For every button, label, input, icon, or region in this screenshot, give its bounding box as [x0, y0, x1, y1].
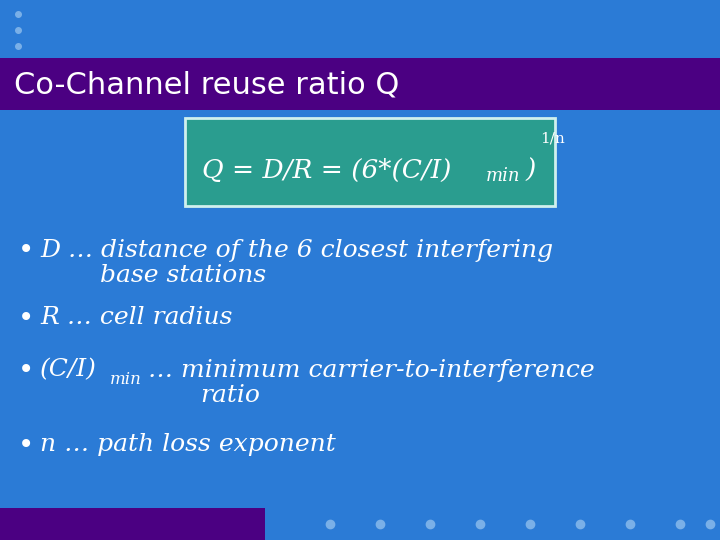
Bar — [0, 58, 720, 110]
Text: ratio: ratio — [200, 384, 260, 408]
Text: Co-Channel reuse ratio Q: Co-Channel reuse ratio Q — [14, 71, 400, 99]
Text: •: • — [18, 304, 35, 332]
Text: min: min — [110, 372, 142, 388]
Text: •: • — [18, 236, 35, 264]
Bar — [0, 508, 265, 540]
Text: (C/I): (C/I) — [40, 359, 97, 381]
Text: 1/n: 1/n — [540, 131, 564, 145]
Text: R … cell radius: R … cell radius — [40, 307, 233, 329]
Text: … minimum carrier-to-interference: … minimum carrier-to-interference — [148, 359, 595, 381]
Bar — [185, 118, 555, 206]
Text: ): ) — [525, 158, 535, 183]
Text: Q = D/R = (6*(C/I): Q = D/R = (6*(C/I) — [202, 158, 451, 183]
Text: D … distance of the 6 closest interfering: D … distance of the 6 closest interferin… — [40, 239, 553, 261]
Text: min: min — [486, 167, 521, 185]
Text: n … path loss exponent: n … path loss exponent — [40, 434, 336, 456]
Text: •: • — [18, 356, 35, 384]
Text: •: • — [18, 431, 35, 459]
Text: base stations: base stations — [100, 265, 266, 287]
